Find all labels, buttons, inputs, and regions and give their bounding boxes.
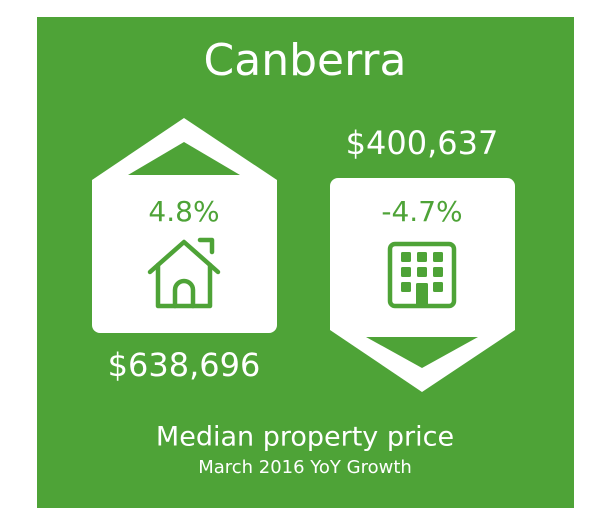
house-icon [147,237,221,309]
houses-growth: 4.8% [148,195,219,228]
footer-subheading: March 2016 YoY Growth [198,457,412,478]
units-growth: -4.7% [381,195,462,228]
units-card: -4.7% [330,178,515,392]
arrow-inner [366,337,478,368]
houses-card: 4.8% [92,118,277,333]
footer-heading: Median property price [156,422,454,453]
house-body [92,178,277,333]
title: Canberra [204,35,407,86]
roof-inner [128,142,240,175]
units-price: $400,637 [346,124,499,162]
houses-price: $638,696 [108,346,261,384]
building-icon [387,241,457,309]
